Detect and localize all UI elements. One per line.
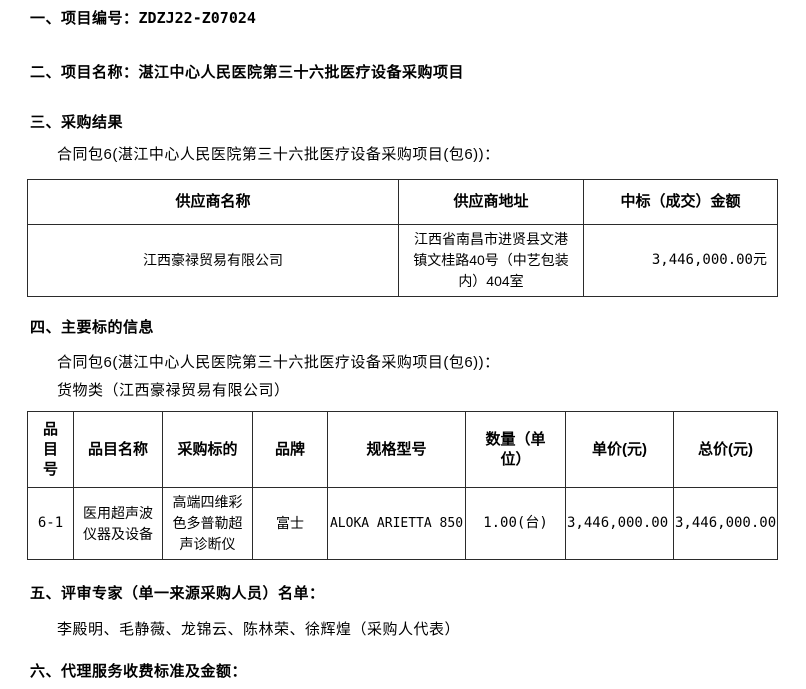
section-3-title: 三、采购结果	[30, 114, 124, 131]
subject-cell-brand: 富士	[252, 487, 328, 560]
section-4-title: 四、主要标的信息	[30, 319, 155, 336]
result-cell-award-amount: 3,446,000.00元	[583, 224, 778, 297]
subject-header-unit-price: 单价(元)	[565, 411, 674, 488]
subject-cell-unit-price: 3,446,000.00	[565, 487, 674, 560]
result-table: 供应商名称 供应商地址 中标（成交）金额 江西豪禄贸易有限公司 江西省南昌市进贤…	[27, 179, 778, 297]
subject-header-item-no: 品目号	[27, 411, 74, 488]
section-5-names-line: 李殿明、毛静薇、龙锦云、陈林荣、徐辉煌（采购人代表）	[57, 621, 461, 638]
result-table-row: 江西豪禄贸易有限公司 江西省南昌市进贤县文港镇文桂路40号（中艺包装内）404室…	[27, 224, 778, 297]
subject-cell-quantity: 1.00(台)	[465, 487, 566, 560]
subject-table-row: 6-1 医用超声波仪器及设备 高端四维彩色多普勒超声诊断仪 富士 ALOKA A…	[27, 487, 778, 560]
subject-header-brand: 品牌	[252, 411, 328, 488]
result-header-supplier-address: 供应商地址	[398, 179, 584, 225]
subject-cell-subject: 高端四维彩色多普勒超声诊断仪	[162, 487, 253, 560]
subject-header-subject: 采购标的	[162, 411, 253, 488]
result-header-award-amount: 中标（成交）金额	[583, 179, 778, 225]
section-project-number: 一、项目编号：ZDZJ22-Z07024	[30, 8, 256, 29]
section-4-package-line: 合同包6(湛江中心人民医院第三十六批医疗设备采购项目(包6))：	[57, 354, 500, 371]
result-header-supplier-name: 供应商名称	[27, 179, 399, 225]
subject-cell-spec-model: ALOKA ARIETTA 850	[327, 487, 466, 560]
subject-table-header-row: 品目号 品目名称 采购标的 品牌 规格型号 数量（单位） 单价(元) 总价(元)	[27, 411, 778, 488]
subject-header-total-price: 总价(元)	[673, 411, 778, 488]
subject-header-quantity: 数量（单位）	[465, 411, 566, 488]
result-cell-supplier-name: 江西豪禄贸易有限公司	[27, 224, 399, 297]
subject-header-item-name: 品目名称	[73, 411, 163, 488]
project-number-label: 一、项目编号：	[30, 10, 139, 27]
section-5-title: 五、评审专家（单一来源采购人员）名单：	[30, 585, 325, 602]
result-table-header-row: 供应商名称 供应商地址 中标（成交）金额	[27, 179, 778, 225]
subject-header-spec-model: 规格型号	[327, 411, 466, 488]
subject-cell-item-name: 医用超声波仪器及设备	[73, 487, 163, 560]
project-name-label: 二、项目名称：	[30, 64, 139, 81]
section-6-title: 六、代理服务收费标准及金额：	[30, 663, 248, 680]
subject-cell-item-no: 6-1	[27, 487, 74, 560]
project-number-value: ZDZJ22-Z07024	[138, 9, 256, 27]
project-name-value: 湛江中心人民医院第三十六批医疗设备采购项目	[138, 64, 465, 81]
section-4-category-line: 货物类（江西豪禄贸易有限公司）	[57, 382, 290, 399]
subject-table: 品目号 品目名称 采购标的 品牌 规格型号 数量（单位） 单价(元) 总价(元)…	[27, 411, 778, 560]
result-cell-supplier-address: 江西省南昌市进贤县文港镇文桂路40号（中艺包装内）404室	[398, 224, 584, 297]
section-project-name: 二、项目名称：湛江中心人民医院第三十六批医疗设备采购项目	[30, 63, 464, 83]
section-3-package-line: 合同包6(湛江中心人民医院第三十六批医疗设备采购项目(包6))：	[57, 146, 500, 163]
subject-cell-total-price: 3,446,000.00	[673, 487, 778, 560]
